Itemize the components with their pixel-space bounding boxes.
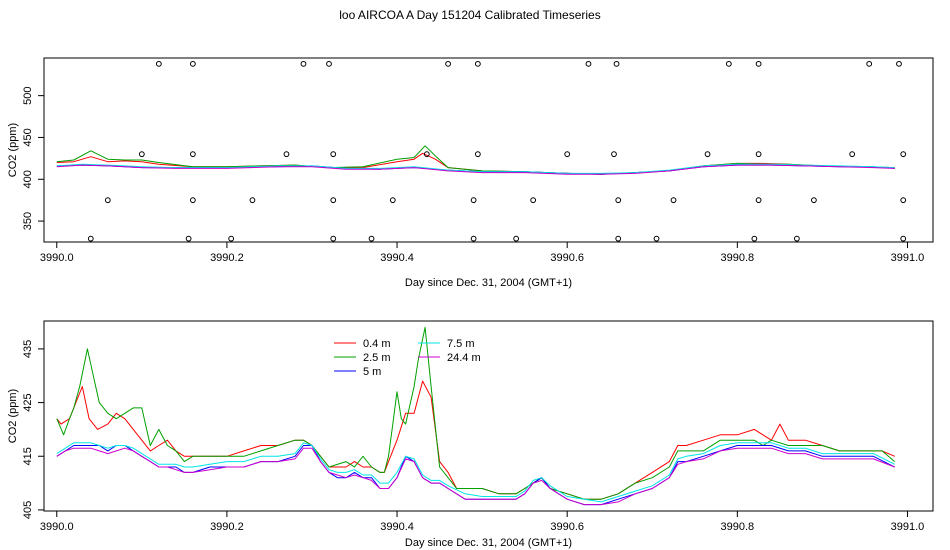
marker-point — [445, 60, 451, 67]
y-tick-label: 415 — [22, 447, 34, 465]
marker-point — [189, 60, 196, 67]
marker-point — [513, 235, 520, 242]
x-tick-label: 3990.8 — [721, 521, 755, 533]
y-tick-label: 400 — [22, 170, 34, 188]
marker-point — [330, 235, 337, 242]
marker-point — [613, 60, 620, 67]
x-axis: 3990.0 3990.2 3990.4 3990.6 3990.8 3991.0 Day … — [40, 511, 924, 549]
x-tick-label: 3990.0 — [40, 252, 74, 264]
marker-point — [326, 60, 332, 67]
marker-point — [725, 60, 732, 67]
marker-point — [900, 235, 907, 242]
marker-point — [474, 151, 481, 158]
marker-point — [755, 60, 762, 67]
marker-point — [330, 151, 337, 158]
marker-point — [793, 235, 800, 242]
y-axis: 350 400 450 500 CO2 (ppm) — [7, 86, 44, 230]
series-group — [56, 326, 896, 506]
marker-point — [653, 235, 660, 242]
marker-point — [249, 197, 256, 204]
marker-point — [423, 151, 430, 158]
legend-label: 5 m — [363, 366, 381, 378]
top-panel: 3990.0 3990.2 3990.4 3990.6 3990.8 3991.0 Day … — [7, 57, 934, 289]
x-tick-label: 3990.4 — [380, 521, 414, 533]
x-axis-label: Day since Dec. 31, 2004 (GMT+1) — [405, 277, 572, 289]
marker-point — [564, 151, 571, 158]
x-tick-label: 3990.2 — [210, 252, 244, 264]
y-tick-label: 350 — [22, 212, 34, 230]
y-tick-label: 450 — [22, 128, 34, 146]
marker-point — [615, 235, 622, 242]
marker-point — [470, 235, 477, 242]
plot-frame — [43, 320, 934, 512]
marker-point — [228, 235, 235, 242]
legend: 0.4 m 2.5 m 5 m 7.5 m 24.4 m — [334, 338, 481, 378]
marker-point — [704, 151, 711, 158]
plot-frame — [43, 57, 934, 243]
series-line-7-5-m — [56, 163, 895, 174]
marker-point — [104, 197, 111, 204]
series-line-5-m — [56, 164, 895, 175]
x-tick-label: 3991.0 — [891, 252, 925, 264]
marker-point — [896, 60, 902, 67]
marker-point — [849, 151, 856, 158]
marker-point — [185, 235, 192, 242]
series-line-2-5-m — [56, 326, 896, 500]
marker-point — [810, 197, 817, 204]
x-tick-label: 3990.8 — [721, 252, 755, 264]
marker-point — [189, 151, 196, 158]
series-line-24-4-m — [56, 164, 895, 175]
marker-point — [866, 60, 873, 67]
x-tick-label: 3990.0 — [40, 521, 74, 533]
marker-point — [138, 151, 145, 158]
marker-point — [900, 151, 907, 158]
series-line-0-4-m — [56, 380, 895, 500]
marker-point — [470, 197, 477, 204]
x-tick-label: 3990.4 — [380, 252, 414, 264]
x-tick-label: 3990.6 — [550, 521, 584, 533]
marker-point — [189, 197, 196, 204]
marker-point — [670, 197, 677, 204]
x-tick-label: 3990.2 — [210, 521, 244, 533]
marker-point — [389, 197, 396, 204]
legend-label: 0.4 m — [363, 338, 391, 350]
figure-title: loo AIRCOA A Day 151204 Calibrated Times… — [339, 8, 600, 22]
legend-label: 7.5 m — [447, 338, 475, 350]
y-tick-label: 500 — [22, 86, 34, 104]
y-axis-label: CO2 (ppm) — [7, 389, 19, 443]
legend-label: 24.4 m — [447, 352, 481, 364]
marker-point — [755, 151, 762, 158]
series-line-24-4-m — [56, 447, 895, 506]
series-group — [56, 145, 895, 175]
y-tick-label: 425 — [22, 393, 34, 411]
marker-point — [474, 60, 481, 67]
marker-group — [87, 60, 907, 242]
series-line-2-5-m — [56, 145, 895, 175]
x-axis-label: Day since Dec. 31, 2004 (GMT+1) — [405, 537, 572, 549]
marker-point — [368, 235, 375, 242]
marker-point — [900, 197, 907, 204]
marker-point — [155, 60, 162, 67]
y-tick-label: 405 — [22, 501, 34, 519]
x-tick-label: 3990.6 — [550, 252, 584, 264]
marker-point — [615, 197, 622, 204]
x-axis: 3990.0 3990.2 3990.4 3990.6 3990.8 3991.0 Day … — [40, 242, 924, 289]
y-axis-label: CO2 (ppm) — [7, 123, 19, 177]
marker-point — [611, 151, 617, 158]
series-line-7-5-m — [56, 442, 895, 503]
marker-point — [330, 197, 337, 204]
marker-point — [530, 197, 537, 204]
y-axis: 405 415 425 435 CO2 (ppm) — [7, 340, 44, 519]
marker-point — [87, 235, 94, 242]
marker-point — [283, 151, 290, 158]
x-tick-label: 3991.0 — [891, 521, 925, 533]
marker-point — [751, 235, 758, 242]
y-tick-label: 435 — [22, 340, 34, 358]
legend-label: 2.5 m — [363, 352, 391, 364]
marker-point — [300, 60, 307, 67]
marker-point — [585, 60, 592, 67]
marker-point — [755, 197, 762, 204]
bottom-panel: 3990.0 3990.2 3990.4 3990.6 3990.8 3991.0 Day … — [7, 320, 934, 549]
